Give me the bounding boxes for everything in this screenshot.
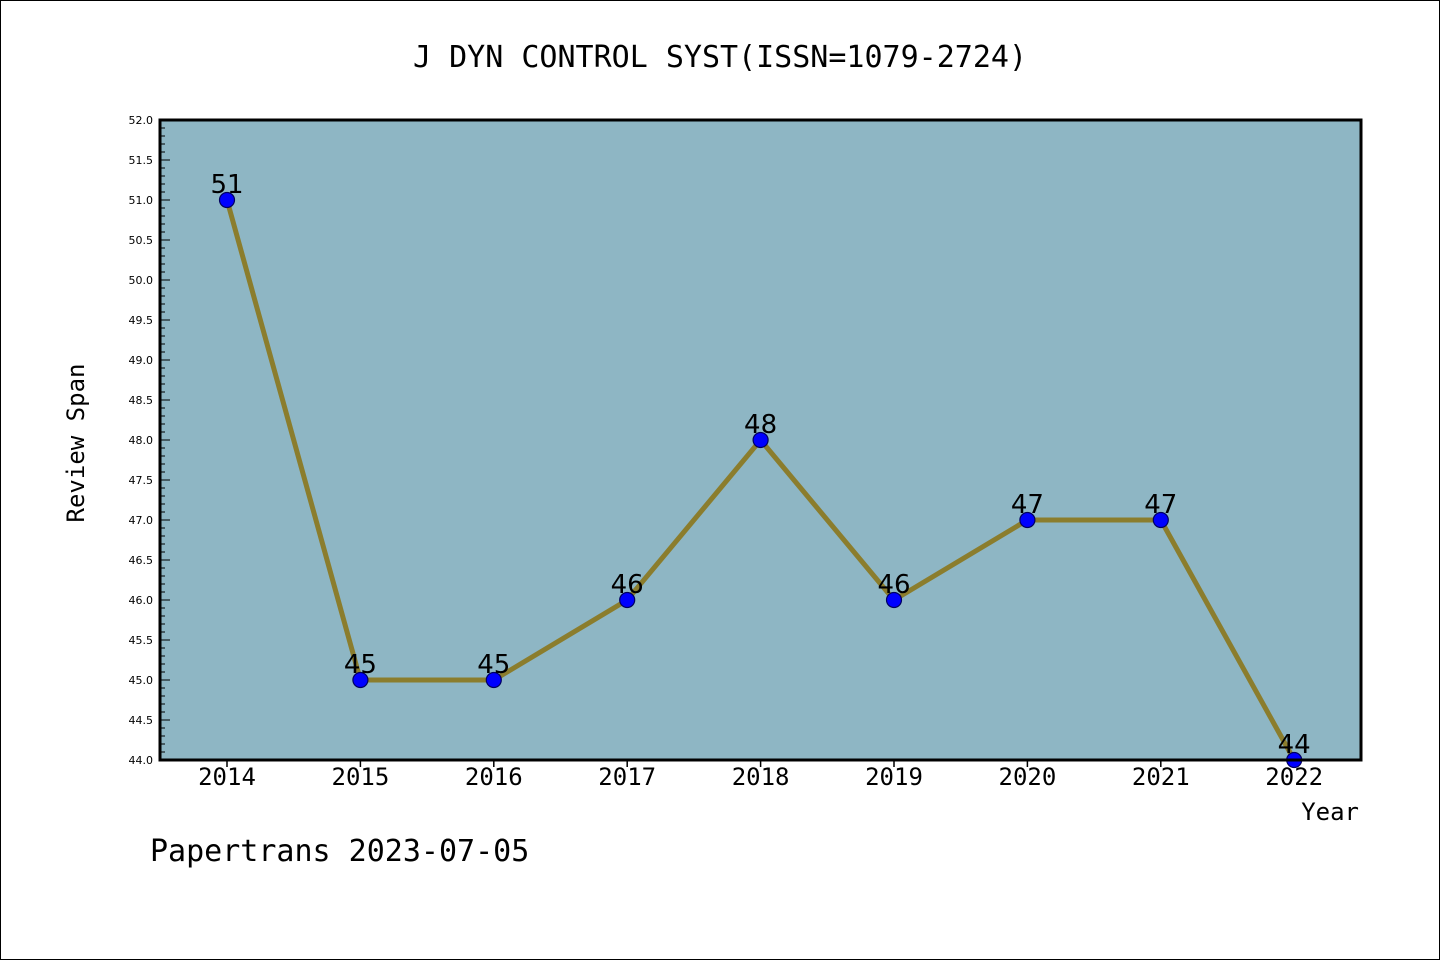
y-tick-label: 47.0	[129, 514, 154, 527]
x-tick-label: 2015	[332, 763, 390, 791]
y-tick-label: 50.5	[129, 234, 154, 247]
y-tick-label: 51.5	[129, 154, 154, 167]
data-label: 47	[1011, 490, 1044, 520]
data-point	[1019, 511, 1036, 529]
y-tick-label: 46.5	[129, 554, 154, 567]
y-tick-label: 47.5	[129, 474, 154, 487]
y-tick-label: 50.0	[129, 274, 154, 287]
data-label: 46	[877, 570, 910, 600]
x-tick-label: 2018	[732, 763, 790, 791]
y-tick-label: 46.0	[129, 594, 154, 607]
y-tick-label: 52.0	[129, 114, 154, 127]
y-tick-label: 45.0	[129, 674, 154, 687]
y-axis-ticks: 44.0 44.5 45.0 45.5 46.0 46.5 47.0 47.5 48.0 48.5…	[129, 114, 170, 767]
data-label: 47	[1144, 490, 1177, 520]
data-point	[885, 591, 903, 609]
x-axis-title: Year	[1301, 798, 1359, 826]
data-point	[752, 431, 769, 449]
x-tick-label: 2017	[598, 763, 656, 791]
y-tick-label: 48.5	[129, 394, 154, 407]
data-label: 51	[210, 170, 243, 200]
x-tick-label: 2021	[1132, 763, 1190, 791]
data-point	[352, 671, 369, 689]
y-tick-label: 49.0	[129, 354, 154, 367]
plot-border	[158, 118, 1363, 762]
data-label: 45	[477, 650, 510, 680]
data-label: 44	[1278, 730, 1311, 760]
chart-title: J DYN CONTROL SYST(ISSN=1079-2724)	[413, 40, 1027, 75]
data-label: 48	[744, 410, 777, 440]
y-tick-label: 44.5	[129, 714, 154, 727]
x-tick-label: 2019	[865, 763, 923, 791]
data-label: 46	[611, 570, 644, 600]
x-tick-label: 2020	[999, 763, 1057, 791]
y-axis-title: Review Span	[62, 364, 90, 523]
y-tick-label: 44.0	[129, 754, 154, 767]
x-axis-ticks: 2014 2015 2016 2017 2018 2019 2020 2021 2022	[198, 760, 1323, 791]
data-point	[485, 671, 502, 689]
x-tick-label: 2016	[465, 763, 523, 791]
data-label: 45	[344, 650, 377, 680]
data-point	[1152, 511, 1169, 529]
data-labels: 51 45 45 46 48 46 47 47 44	[210, 170, 1310, 760]
data-points	[218, 191, 1303, 769]
y-tick-label: 48.0	[129, 434, 154, 447]
data-point	[619, 591, 636, 609]
y-tick-label: 49.5	[129, 314, 154, 327]
y-tick-label: 51.0	[129, 194, 154, 207]
y-tick-label: 45.5	[129, 634, 154, 647]
x-tick-label: 2014	[198, 763, 256, 791]
footer-note: Papertrans 2023-07-05	[150, 834, 530, 869]
data-point	[218, 191, 236, 209]
